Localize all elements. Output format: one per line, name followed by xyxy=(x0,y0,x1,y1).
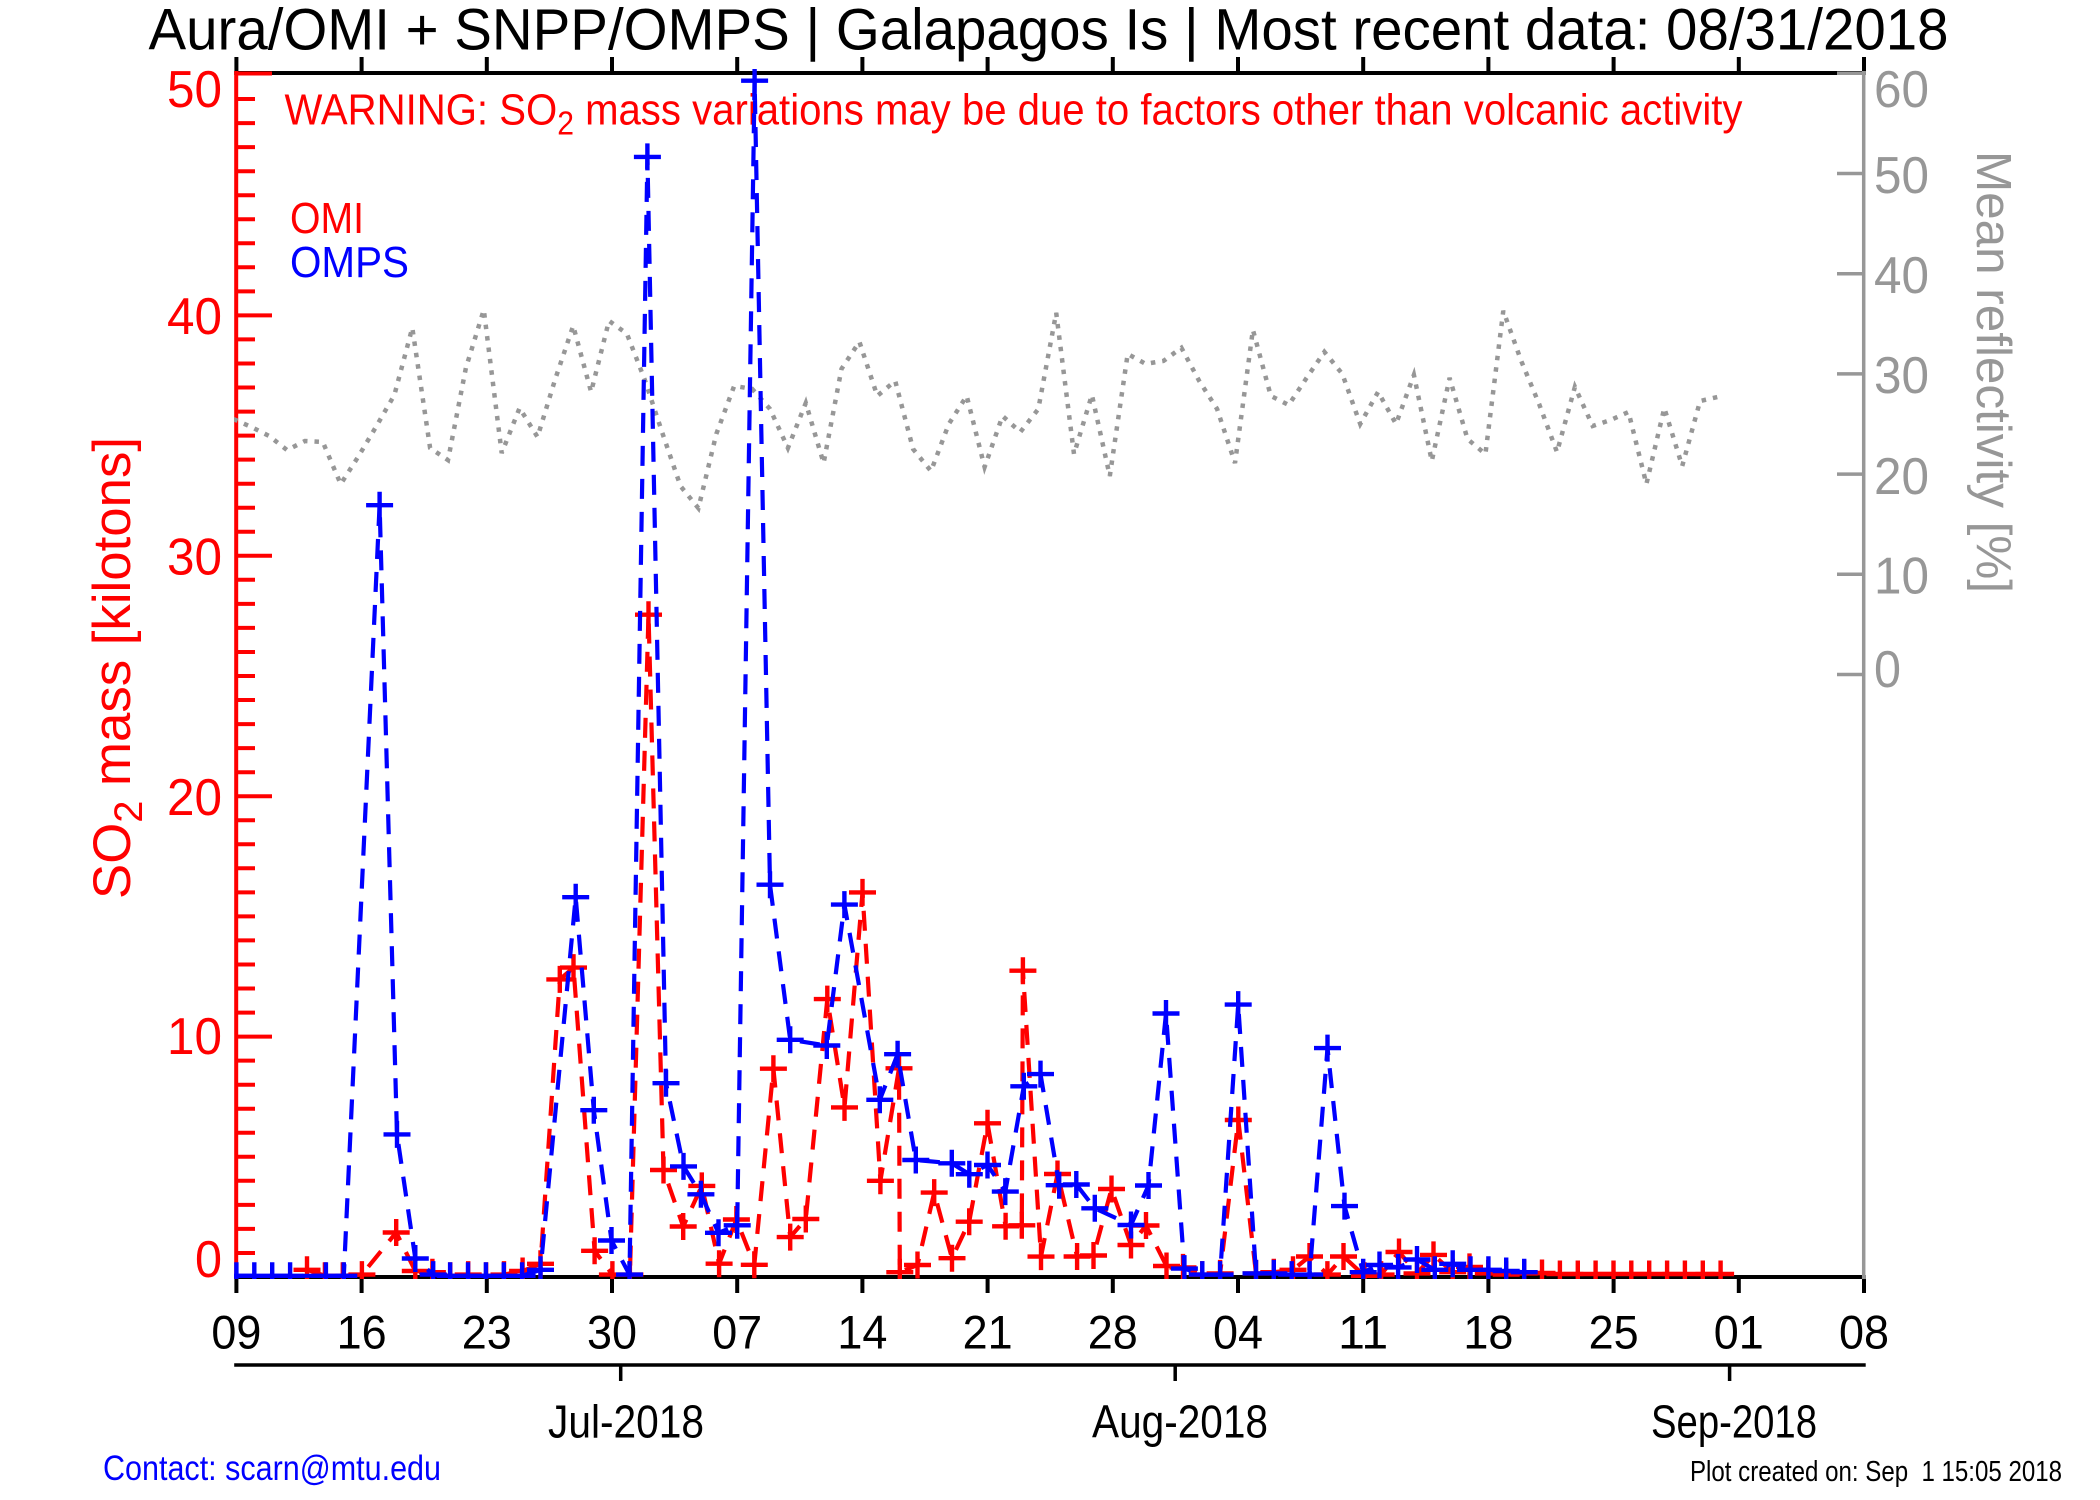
svg-text:20: 20 xyxy=(1874,448,1929,506)
svg-text:08: 08 xyxy=(1839,1306,1889,1359)
svg-text:SO2 mass [kilotons]: SO2 mass [kilotons] xyxy=(83,437,151,899)
svg-text:11: 11 xyxy=(1338,1306,1388,1359)
svg-text:28: 28 xyxy=(1088,1306,1138,1359)
svg-text:50: 50 xyxy=(1874,147,1929,205)
svg-text:0: 0 xyxy=(195,1231,222,1289)
svg-text:20: 20 xyxy=(167,769,222,827)
svg-text:30: 30 xyxy=(587,1306,637,1359)
svg-text:07: 07 xyxy=(712,1306,762,1359)
svg-text:04: 04 xyxy=(1213,1306,1263,1359)
svg-text:Plot created on: Sep 1 15:05: Plot created on: Sep 1 15:05 2018 xyxy=(1690,1456,2062,1488)
svg-text:Sep-2018: Sep-2018 xyxy=(1651,1396,1817,1448)
svg-text:Jul-2018: Jul-2018 xyxy=(548,1396,704,1448)
svg-text:Contact: scarn@mtu.edu: Contact: scarn@mtu.edu xyxy=(103,1449,441,1488)
svg-text:Mean reflectivity [%]: Mean reflectivity [%] xyxy=(1966,151,2020,593)
svg-text:30: 30 xyxy=(1874,347,1929,405)
svg-text:Aug-2018: Aug-2018 xyxy=(1092,1396,1268,1448)
svg-text:10: 10 xyxy=(167,1008,222,1066)
svg-text:50: 50 xyxy=(167,61,222,119)
svg-text:OMI: OMI xyxy=(290,194,364,243)
svg-text:OMPS: OMPS xyxy=(290,238,409,287)
svg-text:18: 18 xyxy=(1463,1306,1513,1359)
svg-text:40: 40 xyxy=(1874,247,1929,305)
svg-text:30: 30 xyxy=(167,529,222,587)
svg-text:10: 10 xyxy=(1874,548,1929,606)
svg-text:16: 16 xyxy=(337,1306,387,1359)
svg-text:01: 01 xyxy=(1714,1306,1764,1359)
svg-text:WARNING: SO2 mass variations m: WARNING: SO2 mass variations may be due … xyxy=(285,86,1743,142)
svg-text:25: 25 xyxy=(1589,1306,1639,1359)
svg-text:09: 09 xyxy=(211,1306,261,1359)
svg-text:14: 14 xyxy=(837,1306,887,1359)
svg-text:60: 60 xyxy=(1874,61,1929,119)
svg-text:0: 0 xyxy=(1874,641,1901,699)
svg-text:Aura/OMI + SNPP/OMPS | Galapag: Aura/OMI + SNPP/OMPS | Galapagos Is | Mo… xyxy=(149,0,1949,63)
svg-text:23: 23 xyxy=(462,1306,512,1359)
svg-text:40: 40 xyxy=(167,288,222,346)
svg-text:21: 21 xyxy=(963,1306,1013,1359)
